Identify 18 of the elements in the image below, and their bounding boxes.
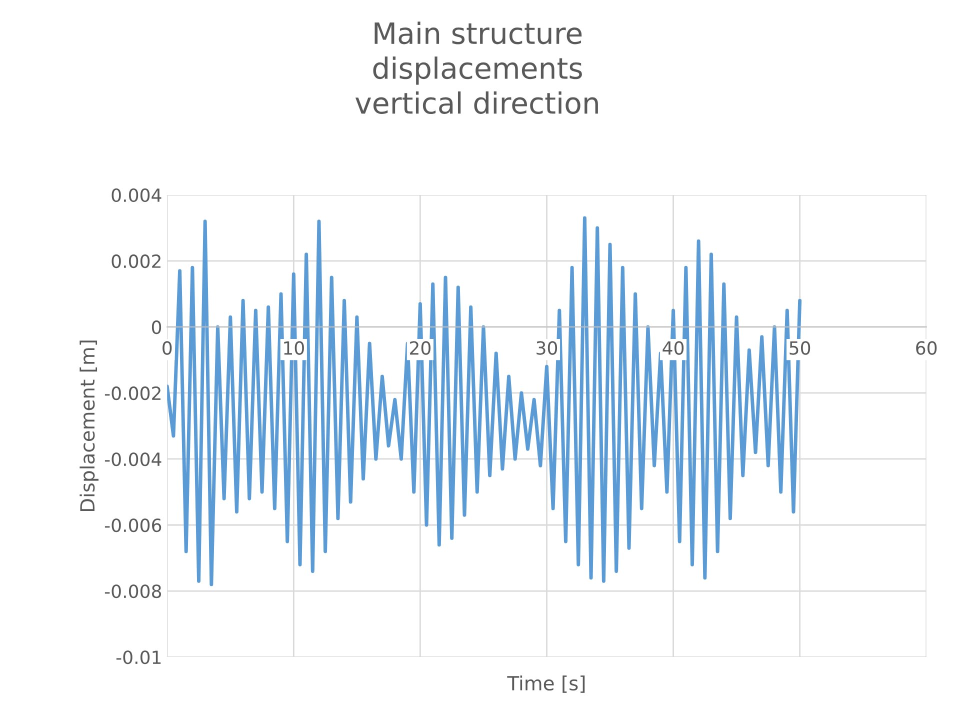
y-tick-label: -0.008 bbox=[104, 584, 162, 598]
y-tick-label: 0 bbox=[152, 320, 162, 334]
x-tick-label: 40 bbox=[662, 341, 684, 355]
x-axis-title: Time [s] bbox=[507, 676, 585, 693]
x-tick-label: 60 bbox=[916, 341, 937, 355]
y-tick-label: 0.002 bbox=[112, 254, 160, 268]
x-tick-label: 30 bbox=[536, 341, 558, 355]
x-tick-label: 0 bbox=[162, 341, 172, 355]
y-tick-label: -0.004 bbox=[104, 452, 162, 466]
chart-title: Main structure displacements vertical direction bbox=[355, 22, 598, 114]
y-tick-label: -0.002 bbox=[104, 386, 160, 400]
y-axis-title: Displacement [m] bbox=[80, 340, 99, 512]
y-tick-label: -0.01 bbox=[116, 650, 161, 664]
x-tick-label: 20 bbox=[410, 341, 430, 355]
y-tick-label: -0.006 bbox=[104, 518, 162, 532]
x-tick-label: 10 bbox=[284, 341, 304, 355]
y-tick-label: 0.004 bbox=[112, 188, 162, 202]
x-tick-label: 50 bbox=[790, 341, 810, 355]
